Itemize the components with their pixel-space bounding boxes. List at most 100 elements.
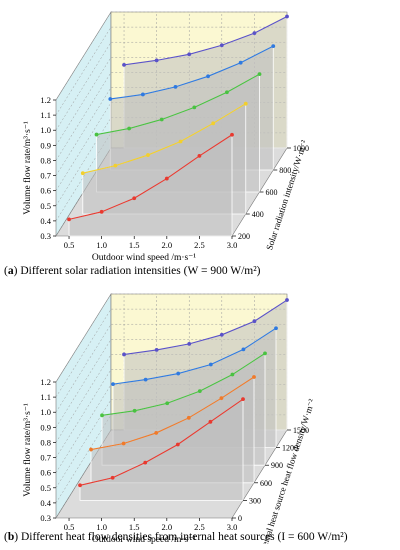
z-tick-label: 300 bbox=[249, 496, 261, 505]
caption-b-label: b bbox=[7, 531, 15, 543]
data-point bbox=[285, 298, 289, 302]
y-tick-label: 0.9 bbox=[40, 422, 51, 432]
data-point bbox=[187, 52, 192, 57]
series-line bbox=[90, 376, 255, 451]
data-point bbox=[186, 415, 191, 420]
data-point bbox=[219, 43, 224, 48]
data-point bbox=[219, 332, 224, 337]
y-tick-label: 1.0 bbox=[40, 407, 51, 417]
y-tick-label: 0.7 bbox=[40, 453, 51, 463]
x-tick-label: 1.0 bbox=[96, 522, 107, 532]
data-point bbox=[175, 442, 180, 447]
wall-grid-line bbox=[55, 26, 287, 116]
data-point bbox=[230, 132, 234, 137]
data-point bbox=[165, 401, 170, 406]
caption-a-text: Different solar radiation intensities (W… bbox=[20, 265, 261, 277]
wall-grid-line bbox=[55, 323, 287, 413]
y-tick-label: 1.2 bbox=[40, 377, 51, 387]
x-tick-label: 1.0 bbox=[96, 240, 107, 250]
data-point bbox=[219, 396, 224, 401]
y-tick-label: 0.7 bbox=[40, 171, 51, 181]
data-point bbox=[176, 371, 181, 376]
y-tick-label: 1.2 bbox=[40, 95, 51, 105]
data-point bbox=[113, 163, 118, 168]
data-point bbox=[263, 351, 267, 356]
caption-a-label: a bbox=[7, 265, 14, 277]
wall-grid-line bbox=[55, 308, 287, 398]
x-tick-label: 2.0 bbox=[162, 522, 173, 532]
data-point bbox=[143, 377, 148, 382]
series-line bbox=[101, 352, 266, 416]
data-point bbox=[100, 413, 104, 418]
z-tick-label: 1000 bbox=[293, 144, 309, 153]
chart-solar-radiation: 0.3 0.4 0.5 0.6 0.7 0.8 0.9 1.0 1.1 1.2 0.5 1.0 1.5 2… bbox=[22, 10, 309, 262]
z-tick-label: 1500 bbox=[293, 426, 309, 435]
z-tick-label: 400 bbox=[252, 210, 264, 219]
y-tick-label: 0.6 bbox=[40, 186, 51, 196]
wall-grid-line bbox=[55, 293, 287, 383]
caption-a: (a) Different solar radiation intensitie… bbox=[4, 265, 261, 277]
z-tick-label: 600 bbox=[260, 479, 272, 488]
y-tick-label: 1.0 bbox=[40, 125, 51, 135]
chart-heat-flow-density: 0.3 0.4 0.5 0.6 0.7 0.8 0.9 1.0 1.1 1.2 0.5 1.0 1.5 2… bbox=[22, 292, 317, 544]
z-tick-label: 1200 bbox=[282, 444, 298, 453]
y-tick-label: 0.3 bbox=[40, 231, 51, 241]
y-tick-label: 0.4 bbox=[40, 216, 51, 226]
data-point bbox=[230, 372, 235, 377]
x-axis-label: Outdoor wind speed /m·s⁻¹ bbox=[92, 535, 196, 544]
data-point bbox=[146, 153, 150, 157]
series-line bbox=[123, 299, 288, 355]
y-tick-label: 0.5 bbox=[40, 483, 51, 493]
data-point bbox=[252, 319, 257, 324]
data-point bbox=[122, 352, 126, 357]
data-point bbox=[241, 347, 246, 352]
data-point bbox=[132, 196, 137, 201]
data-point bbox=[78, 483, 82, 488]
data-point bbox=[208, 362, 213, 367]
y-tick-label: 0.3 bbox=[40, 513, 51, 523]
data-point bbox=[241, 397, 245, 402]
x-tick-label: 0.5 bbox=[64, 240, 75, 250]
data-point bbox=[140, 92, 145, 97]
data-point bbox=[164, 176, 169, 181]
x-tick-label: 3.0 bbox=[227, 240, 238, 250]
data-point bbox=[159, 117, 164, 122]
series-line bbox=[82, 103, 247, 174]
data-point bbox=[252, 31, 257, 36]
wall-grid-line bbox=[55, 11, 287, 101]
x-tick-label: 1.5 bbox=[129, 522, 140, 532]
z-tick-label: 800 bbox=[279, 166, 291, 175]
y-axis-label: Volume flow rate/m³·s⁻¹ bbox=[22, 121, 33, 215]
data-point bbox=[108, 97, 113, 101]
series-line bbox=[68, 134, 233, 220]
y-tick-label: 0.8 bbox=[40, 437, 51, 447]
x-tick-label: 2.5 bbox=[194, 240, 205, 250]
series-line bbox=[110, 45, 274, 100]
series-line bbox=[96, 73, 260, 136]
series-line bbox=[123, 16, 288, 66]
x-tick-label: 0.5 bbox=[64, 522, 75, 532]
z-tick-label: 600 bbox=[266, 188, 278, 197]
x-tick-label: 3.0 bbox=[227, 522, 238, 532]
data-point bbox=[154, 348, 159, 352]
data-point bbox=[173, 84, 178, 89]
z-tick-label: 0 bbox=[238, 514, 242, 523]
data-point bbox=[252, 375, 256, 379]
x-tick-label: 2.0 bbox=[162, 240, 173, 250]
data-point bbox=[197, 389, 202, 394]
data-point bbox=[154, 431, 159, 435]
data-point bbox=[197, 154, 202, 158]
data-point bbox=[225, 90, 229, 95]
data-point bbox=[67, 217, 71, 222]
y-tick-label: 1.1 bbox=[40, 110, 51, 120]
y-tick-label: 0.9 bbox=[40, 140, 51, 150]
series-line bbox=[112, 327, 277, 385]
data-point bbox=[192, 105, 197, 110]
data-point bbox=[178, 139, 183, 144]
series-line bbox=[79, 398, 244, 486]
data-point bbox=[238, 60, 243, 65]
data-point bbox=[94, 132, 99, 137]
data-point bbox=[110, 475, 115, 480]
data-point bbox=[122, 62, 126, 67]
